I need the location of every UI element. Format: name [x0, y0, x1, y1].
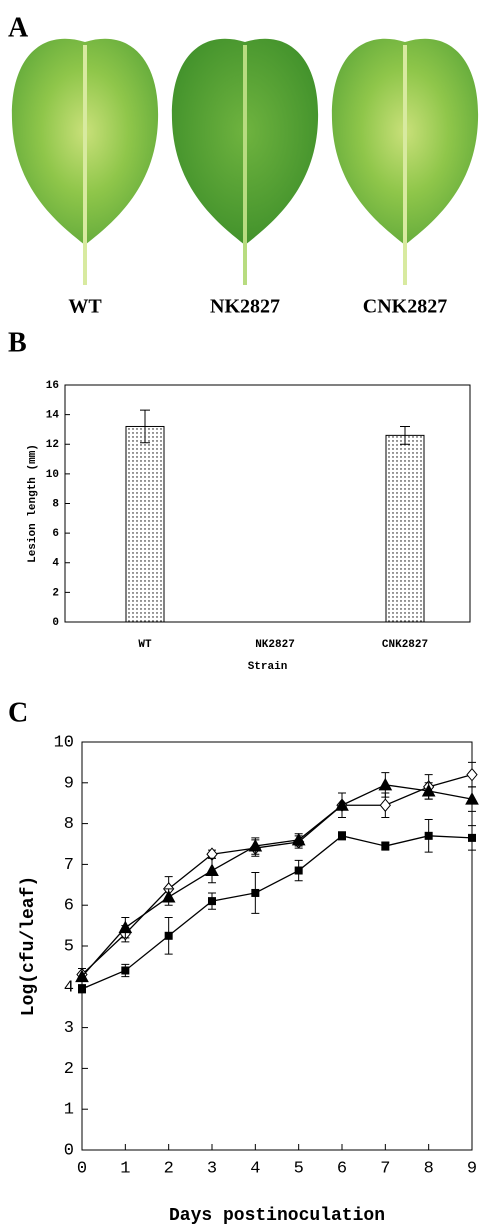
marker — [421, 783, 436, 797]
y-tick-label: 6 — [52, 528, 59, 540]
x-tick-label: 1 — [120, 1159, 130, 1178]
marker — [424, 831, 433, 840]
series-line — [81, 784, 473, 978]
y-tick-label: 12 — [46, 439, 59, 451]
marker — [335, 798, 349, 811]
marker — [379, 798, 391, 813]
x-tick-label: 2 — [164, 1159, 174, 1178]
series-line — [81, 835, 473, 990]
marker — [294, 866, 303, 875]
y-tick-label: 4 — [64, 978, 74, 997]
x-tick-label: CNK2827 — [382, 639, 428, 651]
error-bar — [140, 409, 150, 444]
y-tick-label: 2 — [52, 587, 59, 599]
series-line — [81, 774, 473, 976]
caption: NK2827 — [210, 296, 280, 318]
leaf — [171, 38, 319, 285]
bar — [385, 434, 425, 623]
marker — [208, 897, 216, 906]
y-tick-label: 9 — [64, 774, 74, 793]
y-tick-label: 16 — [46, 380, 59, 392]
marker — [164, 931, 173, 940]
marker — [78, 984, 86, 993]
y-tick-label: 2 — [64, 1060, 74, 1079]
x-tick-label: WT — [138, 639, 152, 651]
panel-label: B — [8, 327, 27, 358]
y-tick-label: 10 — [54, 733, 74, 752]
x-tick-label: 9 — [467, 1159, 477, 1178]
marker — [161, 889, 176, 903]
marker — [378, 777, 393, 791]
marker — [251, 888, 260, 897]
y-tick-label: 7 — [64, 856, 74, 875]
caption: WT — [68, 296, 102, 318]
bar — [125, 425, 165, 623]
y-tick-label: 14 — [46, 410, 60, 422]
x-tick-label: 4 — [250, 1159, 260, 1178]
y-axis-label: Lesion length (mm) — [27, 444, 39, 563]
y-tick-label: 5 — [64, 937, 74, 956]
marker — [248, 838, 263, 852]
marker — [465, 792, 479, 805]
x-tick-label: 3 — [207, 1159, 217, 1178]
x-tick-label: 7 — [380, 1159, 390, 1178]
y-tick-label: 0 — [64, 1141, 74, 1160]
panel-label: C — [8, 697, 28, 728]
marker — [121, 966, 130, 975]
caption: CNK2827 — [363, 296, 447, 318]
x-tick-label: 0 — [77, 1159, 87, 1178]
marker — [291, 832, 306, 846]
panel-label: A — [8, 12, 29, 43]
x-tick-label: 8 — [424, 1159, 434, 1178]
x-tick-label: 5 — [294, 1159, 304, 1178]
y-tick-label: 3 — [64, 1019, 74, 1038]
marker — [381, 842, 390, 851]
marker — [75, 969, 89, 983]
leaf — [11, 38, 159, 285]
marker — [466, 767, 478, 782]
marker — [205, 863, 219, 877]
x-axis-label: Strain — [248, 661, 288, 673]
y-tick-label: 8 — [64, 815, 74, 834]
x-axis-label: Days postinoculation — [169, 1206, 385, 1226]
y-axis-label: Log(cfu/leaf) — [19, 876, 39, 1016]
leaf — [331, 38, 479, 285]
marker — [338, 831, 346, 840]
y-tick-label: 6 — [64, 897, 74, 916]
error-bar — [400, 425, 410, 445]
y-tick-label: 1 — [64, 1101, 74, 1120]
y-tick-label: 4 — [52, 558, 59, 570]
plot-frame — [81, 741, 473, 1151]
x-tick-label: NK2827 — [255, 639, 295, 651]
x-tick-label: 6 — [337, 1159, 347, 1178]
y-tick-label: 0 — [52, 617, 59, 629]
y-tick-label: 10 — [46, 469, 59, 481]
marker — [468, 833, 476, 842]
marker — [118, 920, 133, 934]
y-tick-label: 8 — [52, 498, 59, 510]
